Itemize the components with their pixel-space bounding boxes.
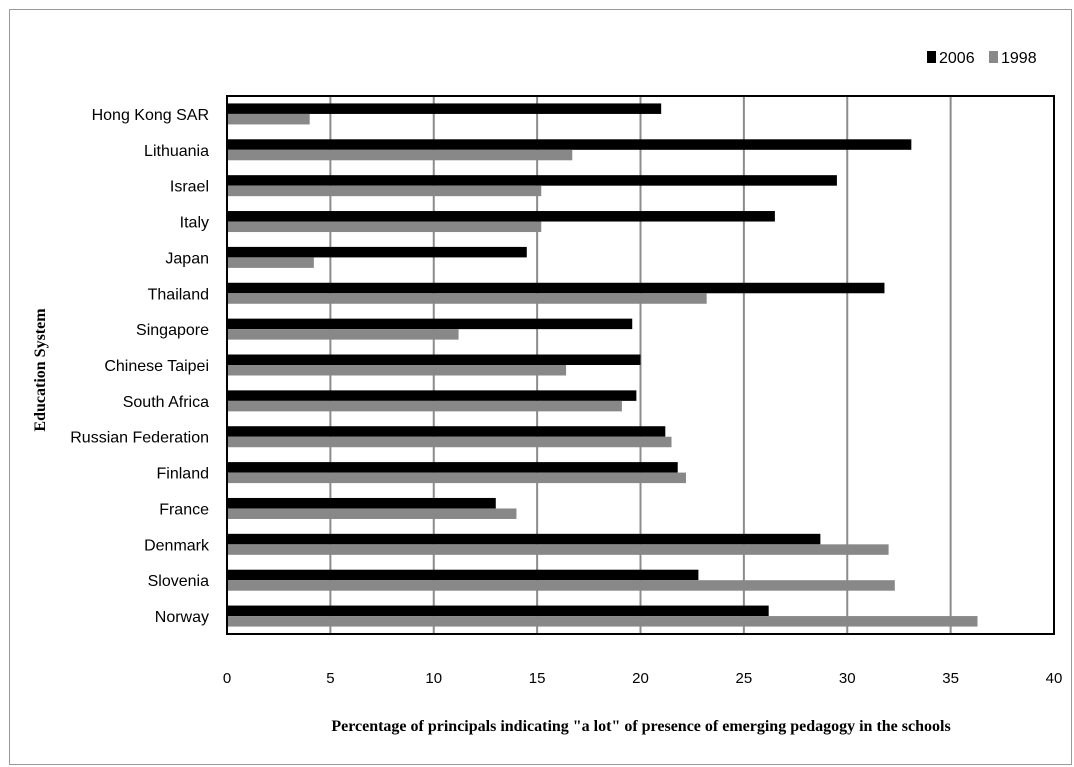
bar-1998-finland: [227, 472, 686, 484]
legend-swatch-1998: [989, 51, 998, 63]
category-label: Russian Federation: [70, 430, 209, 447]
bar-2006-lithuania: [227, 139, 912, 150]
x-tick-labels: 0 5 10 15 20 25 30 35 40: [223, 670, 1063, 687]
category-label: Japan: [165, 250, 209, 267]
category-label: Singapore: [136, 322, 209, 339]
bar-2006-norway: [227, 605, 769, 617]
chart-frame: [9, 9, 1072, 765]
bar-1998-france: [227, 508, 517, 519]
x-tick-label: 40: [1046, 670, 1063, 687]
bar-2006-slovenia: [227, 569, 699, 581]
bar-1998-russian-federation: [227, 436, 672, 448]
bar-2006-thailand: [227, 282, 885, 294]
legend-swatch-2006: [927, 51, 936, 63]
x-tick-label: 15: [529, 670, 546, 687]
bar-1998-japan: [227, 257, 314, 268]
x-tick-label: 25: [736, 670, 753, 687]
bar-1998-lithuania: [227, 149, 573, 161]
legend: 2006 1998: [927, 50, 1037, 67]
legend-label-1998: 1998: [1001, 50, 1037, 67]
bar-1998-israel: [227, 185, 542, 197]
category-label: Norway: [155, 609, 209, 626]
legend-label-2006: 2006: [939, 50, 975, 67]
bar-2006-france: [227, 497, 496, 509]
category-labels: Hong Kong SAR Lithuania Israel Italy Japan Th…: [70, 107, 210, 626]
bar-1998-hong-kong-sar: [227, 113, 310, 125]
bar-1998-thailand: [227, 293, 707, 304]
bar-2006-italy: [227, 211, 775, 222]
category-label: Slovenia: [148, 573, 209, 590]
bar-2006-chinese-taipei: [227, 354, 641, 365]
bar-1998-chinese-taipei: [227, 365, 567, 376]
x-tick-label: 0: [223, 670, 231, 687]
category-label: Lithuania: [144, 143, 209, 160]
y-axis-title: Education System: [32, 308, 49, 432]
bar-2006-israel: [227, 175, 837, 186]
bar-1998-south-africa: [227, 400, 622, 412]
category-label: France: [159, 501, 209, 518]
bar-2006-south-africa: [227, 390, 637, 401]
bar-1998-denmark: [227, 544, 889, 555]
category-label: Finland: [157, 466, 209, 483]
bar-2006-russian-federation: [227, 426, 666, 437]
category-label: Israel: [170, 179, 209, 196]
bar-2006-singapore: [227, 318, 633, 330]
category-label: Italy: [180, 215, 209, 232]
bar-2006-finland: [227, 462, 678, 473]
bar-2006-denmark: [227, 533, 821, 545]
bar-2006-japan: [227, 246, 527, 258]
x-tick-label: 5: [326, 670, 334, 687]
plot-area-border: [226, 95, 1055, 635]
bar-1998-norway: [227, 616, 978, 627]
x-tick-label: 35: [942, 670, 959, 687]
category-label: Denmark: [144, 537, 210, 554]
x-tick-label: 30: [839, 670, 856, 687]
bar-1998-italy: [227, 221, 542, 233]
category-label: Chinese Taipei: [104, 358, 209, 375]
x-tick-label: 20: [632, 670, 649, 687]
bar-1998-slovenia: [227, 580, 895, 591]
x-tick-label: 10: [425, 670, 442, 687]
category-label: Hong Kong SAR: [92, 107, 209, 124]
category-label: Thailand: [148, 286, 209, 303]
bar-1998-singapore: [227, 329, 459, 340]
bar-2006-hong-kong-sar: [227, 103, 662, 114]
bars-group: [227, 103, 978, 627]
category-label: South Africa: [123, 394, 209, 411]
x-axis-title: Percentage of principals indicating "a l…: [331, 718, 950, 735]
